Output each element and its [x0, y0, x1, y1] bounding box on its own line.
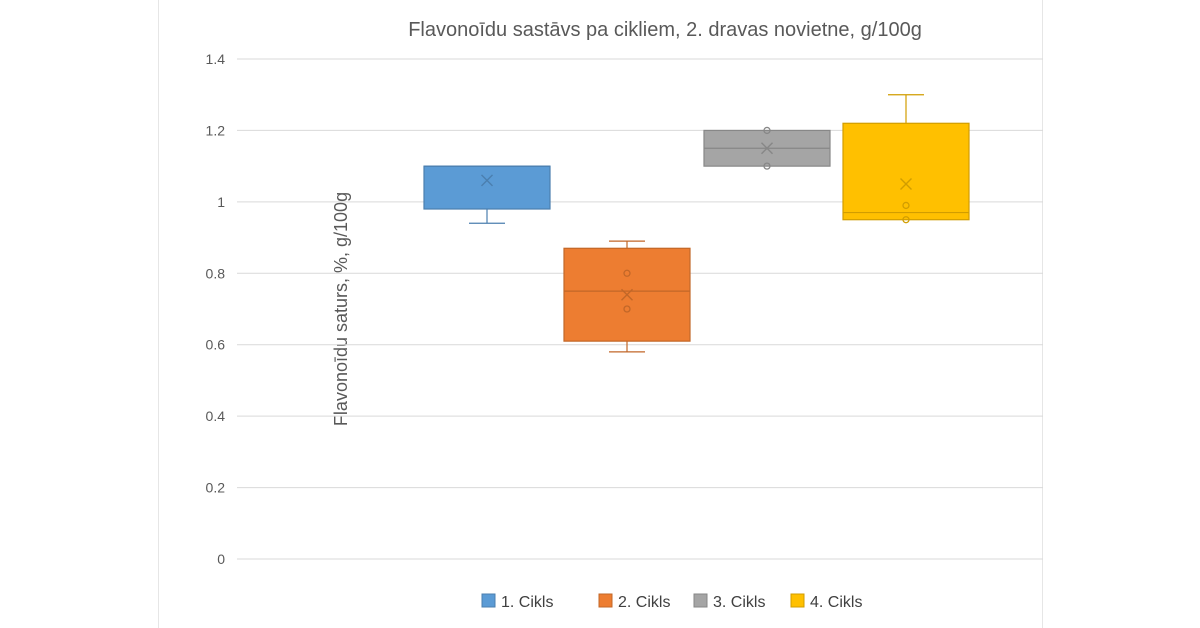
data-point	[623, 305, 631, 313]
data-point	[623, 269, 631, 277]
y-tick-label: 0	[217, 551, 225, 567]
legend: 1. Cikls 2. Cikls 3. Cikls 4. Cikls	[481, 593, 862, 611]
box-series-2	[563, 240, 691, 353]
box	[423, 165, 551, 210]
y-tick-label: 0.2	[206, 480, 226, 496]
box-series-3	[703, 126, 831, 170]
y-tick-labels: 0 0.2 0.4 0.6 0.8 1 1.2 1.4	[206, 51, 226, 567]
y-tick-label: 1.4	[206, 51, 226, 67]
mean-marker-stroke	[761, 142, 773, 155]
mean-marker	[761, 142, 773, 155]
data-point	[763, 162, 771, 170]
y-tick-label: 1	[217, 194, 225, 210]
legend-label: 2. Cikls	[618, 594, 670, 611]
mean-marker	[621, 288, 633, 301]
box-plot-chart: Flavonoīdu sastāvs pa cikliem, 2. dravas…	[206, 19, 1043, 611]
legend-item-1: 1. Cikls	[481, 593, 553, 611]
y-tick-label: 0.6	[206, 337, 226, 353]
box-series-4	[842, 94, 970, 224]
data-point	[763, 126, 771, 135]
y-tick-label: 0.8	[206, 265, 226, 281]
legend-label: 1. Cikls	[501, 594, 553, 611]
box	[842, 122, 970, 221]
mean-marker-stroke	[481, 174, 493, 187]
boxes	[423, 94, 970, 353]
mean-marker-stroke	[900, 178, 912, 190]
y-axis-label: Flavonoīdu saturs, %, g/100g	[331, 192, 351, 426]
chart-frame: Flavonoīdu sastāvs pa cikliem, 2. dravas…	[158, 0, 1043, 628]
box-series-1	[423, 165, 551, 224]
legend-swatch	[693, 593, 708, 608]
legend-label: 3. Cikls	[713, 594, 765, 611]
data-point	[902, 201, 910, 210]
legend-item-4: 4. Cikls	[790, 593, 862, 611]
legend-item-3: 3. Cikls	[693, 593, 765, 611]
data-point	[902, 216, 910, 224]
legend-label: 4. Cikls	[810, 594, 862, 611]
legend-swatch	[481, 593, 496, 608]
y-tick-label: 0.4	[206, 408, 226, 424]
legend-swatch	[790, 593, 805, 608]
chart-title: Flavonoīdu sastāvs pa cikliem, 2. dravas…	[408, 19, 922, 41]
mean-marker	[481, 174, 493, 187]
legend-swatch	[598, 593, 613, 608]
y-tick-label: 1.2	[206, 122, 226, 138]
mean-marker	[900, 178, 912, 190]
mean-marker-stroke	[621, 288, 633, 301]
legend-item-2: 2. Cikls	[598, 593, 670, 611]
